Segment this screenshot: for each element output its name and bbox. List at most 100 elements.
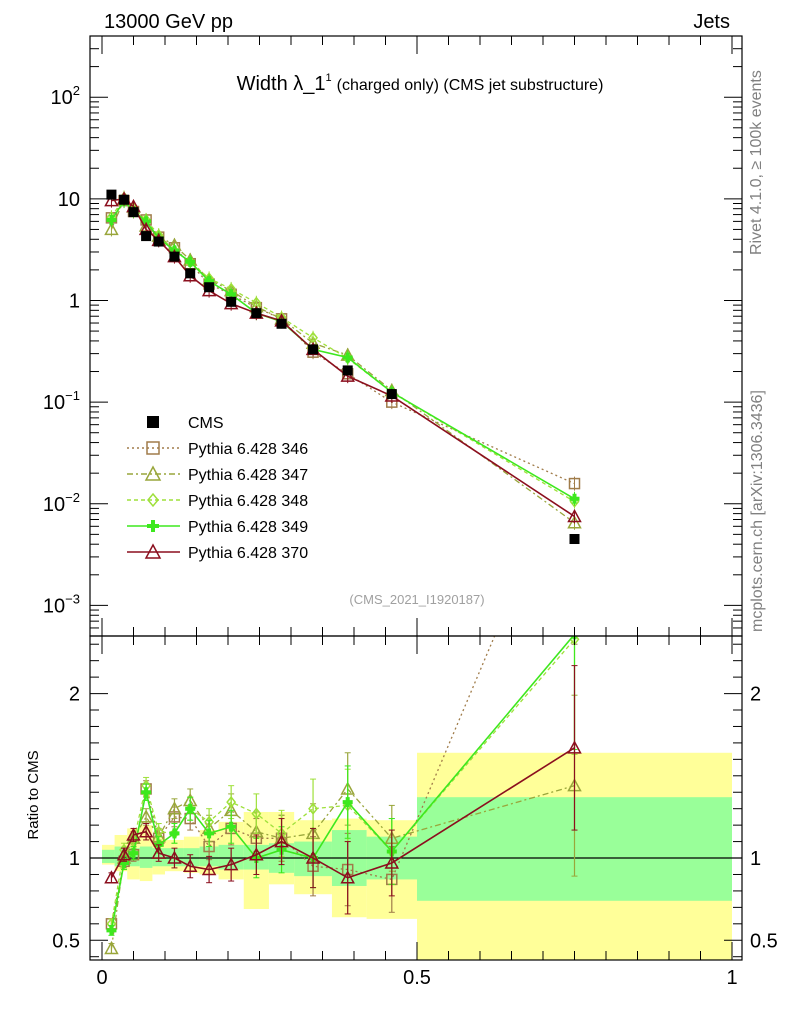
ratio-point-347 xyxy=(104,940,119,955)
legend-label: Pythia 6.428 349 xyxy=(188,519,308,536)
ratio-point-349 xyxy=(106,925,117,936)
ratio-y-tick-label-right: 0.5 xyxy=(750,930,778,952)
plot-title: Width λ_11 (charged only) (CMS jet substr… xyxy=(237,72,604,95)
title-main: Width λ_1 xyxy=(237,73,326,95)
main-series-CMS xyxy=(106,189,580,545)
data-point-349 xyxy=(342,352,353,363)
header-left: 13000 GeV pp xyxy=(104,11,233,33)
data-point-347 xyxy=(567,515,582,529)
data-point-CMS xyxy=(141,231,152,242)
series-line-349 xyxy=(110,199,575,500)
legend-entry-346: Pythia 6.428 346 xyxy=(127,441,308,458)
data-point-370 xyxy=(104,193,119,207)
legend-label: CMS xyxy=(188,415,224,432)
ratio-point-349 xyxy=(119,857,130,868)
data-point-CMS xyxy=(569,534,580,545)
ratio-point-370 xyxy=(201,861,217,876)
main-y-tick-label: 102 xyxy=(51,83,80,109)
ratio-point-370 xyxy=(567,740,582,754)
tick-base: 10 xyxy=(43,494,65,516)
ratio-point-348 xyxy=(226,795,237,809)
legend-entry-349: Pythia 6.428 349 xyxy=(127,519,308,536)
ratio-y-tick-label-left: 2 xyxy=(69,684,80,706)
ratio-point-347 xyxy=(138,809,154,823)
legend-marker xyxy=(144,543,162,559)
ratio-point-370 xyxy=(223,857,239,871)
legend-label: Pythia 6.428 346 xyxy=(188,441,308,458)
ratio-point-370 xyxy=(167,850,182,864)
main-y-tick-label: 10−3 xyxy=(43,591,80,617)
title-rest: (charged only) (CMS jet substructure) xyxy=(337,77,604,94)
ratio-point-370 xyxy=(138,824,154,838)
ratio-point-347 xyxy=(167,801,182,815)
uncertainty-band-inner xyxy=(102,849,115,863)
main-series-348 xyxy=(106,190,580,509)
mcplots-label: mcplots.cern.ch [arXiv:1306.3436] xyxy=(749,390,766,632)
main-y-tick-label: 1 xyxy=(69,290,80,312)
ratio-point-370 xyxy=(384,855,400,869)
data-point-370 xyxy=(567,508,582,523)
series-line-346 xyxy=(110,199,575,485)
legend-label: Pythia 6.428 370 xyxy=(188,545,308,562)
uncertainty-band-inner xyxy=(139,846,153,868)
main-series-349 xyxy=(106,194,580,506)
ratio-point-349 xyxy=(226,821,237,832)
data-point-CMS xyxy=(128,207,139,218)
main-y-tick-label: 10 xyxy=(58,189,80,211)
main-y-tick-label: 10−1 xyxy=(43,388,80,414)
data-point-349 xyxy=(106,214,117,225)
ratio-y-tick-label-left: 1 xyxy=(69,848,80,870)
data-point-349 xyxy=(185,256,196,267)
data-point-CMS xyxy=(185,268,196,279)
data-point-CMS xyxy=(226,296,237,307)
ratio-point-346 xyxy=(570,442,580,452)
legend-label: Pythia 6.428 348 xyxy=(188,493,308,510)
series-line-347 xyxy=(110,198,575,524)
x-tick-label: 1 xyxy=(726,967,737,989)
ratio-point-370 xyxy=(151,845,166,859)
analysis-watermark: (CMS_2021_I1920187) xyxy=(349,592,484,607)
legend-marker xyxy=(147,416,159,428)
ratio-series-370 xyxy=(104,665,582,915)
main-series-347 xyxy=(104,191,582,530)
ratio-point-370 xyxy=(249,847,264,861)
ratio-point-370 xyxy=(182,858,198,873)
header-right: Jets xyxy=(693,11,730,33)
series-line-348 xyxy=(110,196,575,503)
ratio-point-348 xyxy=(251,807,262,820)
data-point-349 xyxy=(141,216,152,227)
tick-exponent: −1 xyxy=(65,388,80,403)
data-point-CMS xyxy=(386,389,397,400)
data-point-CMS xyxy=(342,365,353,376)
legend-marker xyxy=(147,520,159,532)
x-tick-label: 0 xyxy=(96,967,107,989)
tick-base: 10 xyxy=(43,595,65,617)
legend-entry-347: Pythia 6.428 347 xyxy=(127,465,308,484)
ratio-point-349 xyxy=(141,787,152,798)
data-point-347 xyxy=(104,221,119,236)
ratio-point-370 xyxy=(274,834,289,848)
ratio-point-370 xyxy=(104,870,119,884)
tick-base: 10 xyxy=(43,392,65,414)
data-point-370 xyxy=(340,368,355,382)
ratio-point-370 xyxy=(116,847,132,861)
ratio-point-349 xyxy=(204,828,215,839)
ratio-y-tick-label-right: 2 xyxy=(750,684,761,706)
ratio-y-tick-label-right: 1 xyxy=(750,848,761,870)
title-superscript: 1 xyxy=(326,72,332,84)
main-y-tick-label: 10−2 xyxy=(43,490,80,516)
data-point-CMS xyxy=(204,282,215,293)
ratio-point-370 xyxy=(305,850,321,864)
data-point-CMS xyxy=(276,318,287,329)
ratio-point-349 xyxy=(185,803,196,814)
legend-marker xyxy=(146,441,160,455)
ratio-frame xyxy=(89,635,743,961)
ratio-point-370 xyxy=(340,870,355,884)
legend-marker xyxy=(144,465,162,481)
ratio-y-tick-label-left: 0.5 xyxy=(52,930,80,952)
tick-base: 1 xyxy=(69,290,80,312)
legend-entry-370: Pythia 6.428 370 xyxy=(127,543,308,562)
data-point-CMS xyxy=(119,194,130,205)
